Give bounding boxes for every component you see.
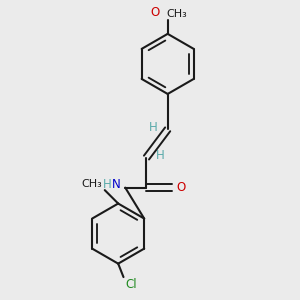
- Text: O: O: [151, 6, 160, 19]
- Text: O: O: [177, 181, 186, 194]
- Text: CH₃: CH₃: [81, 179, 102, 189]
- Text: Cl: Cl: [125, 278, 136, 292]
- Text: H: H: [149, 121, 158, 134]
- Text: H: H: [103, 178, 112, 191]
- Text: CH₃: CH₃: [166, 9, 187, 19]
- Text: N: N: [112, 178, 120, 191]
- Text: H: H: [156, 149, 165, 162]
